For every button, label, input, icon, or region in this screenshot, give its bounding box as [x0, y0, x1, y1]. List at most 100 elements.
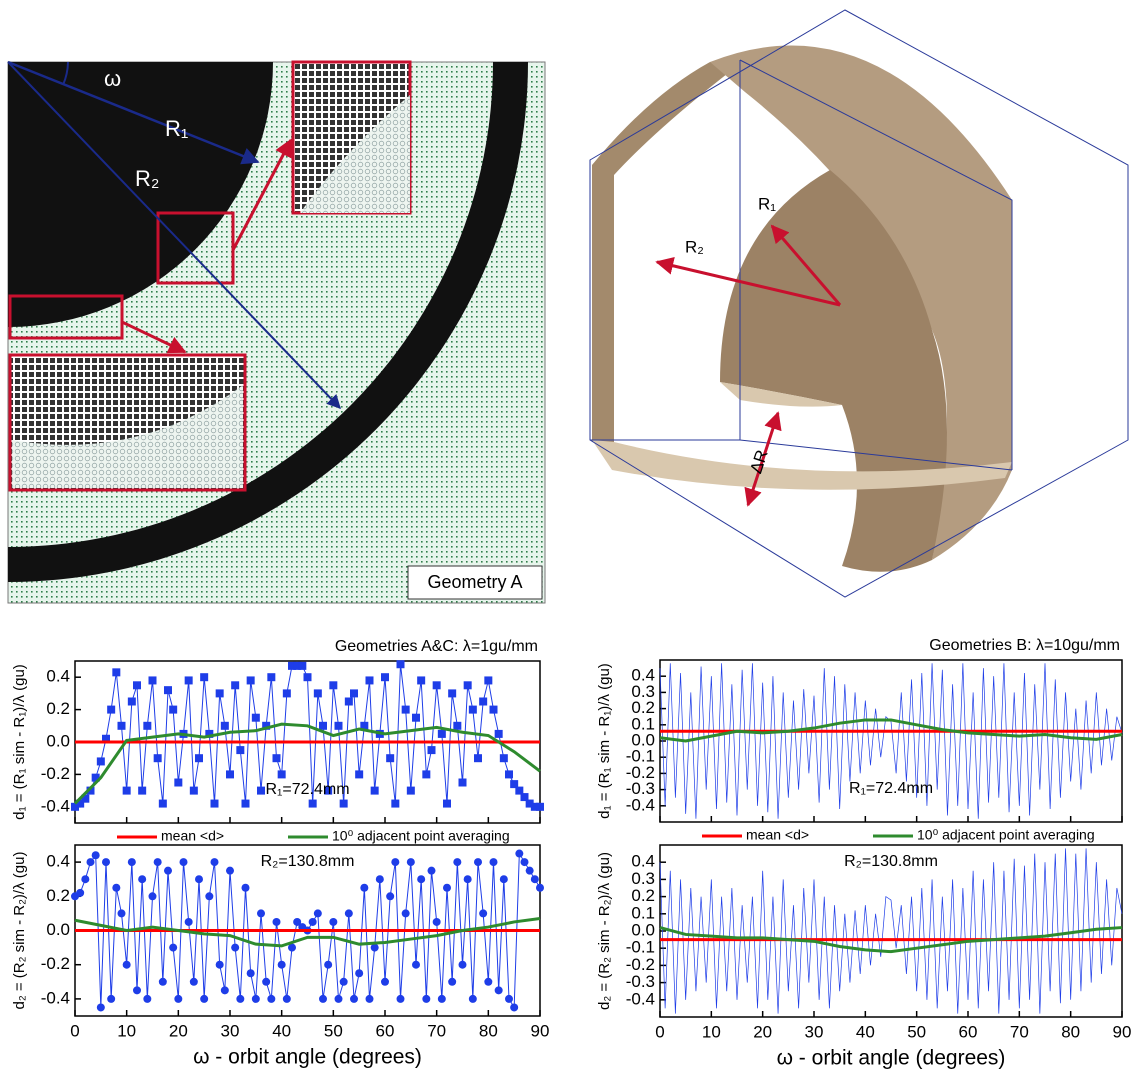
legend: mean <d> 10⁰ adjacent point averaging — [117, 828, 510, 844]
annotation: R₂=130.8mm — [844, 853, 938, 870]
data-point — [340, 978, 348, 986]
data-point — [500, 875, 508, 883]
data-point — [397, 660, 405, 668]
y-tick-label: 0.2 — [46, 699, 70, 718]
data-point — [211, 858, 219, 866]
data-point — [428, 746, 436, 754]
data-point — [453, 858, 461, 866]
data-line — [660, 848, 1122, 1013]
data-point — [247, 969, 255, 977]
x-tick-label: 70 — [427, 1021, 446, 1040]
data-point — [283, 995, 291, 1003]
y-tick-label: -0.2 — [41, 954, 70, 973]
data-point — [402, 909, 410, 917]
data-point — [159, 800, 167, 808]
chart-title: Geometries B: λ=10gu/mm — [929, 637, 1120, 654]
data-point — [484, 676, 492, 684]
legend-label: 10⁰ adjacent point averaging — [917, 827, 1095, 843]
data-point — [360, 884, 368, 892]
data-point — [143, 995, 151, 1003]
data-point — [495, 986, 503, 994]
data-point — [81, 875, 89, 883]
data-point — [371, 787, 379, 795]
data-point — [376, 875, 384, 883]
data-point — [469, 706, 477, 714]
y-tick-label: 0.4 — [46, 852, 70, 871]
data-point — [304, 673, 312, 681]
data-point — [490, 858, 498, 866]
data-point — [102, 858, 110, 866]
data-point — [386, 754, 394, 762]
chart-title: Geometries A&C: λ=1gu/mm — [335, 638, 538, 655]
data-point — [221, 722, 229, 730]
x-tick-label: 0 — [655, 1022, 664, 1041]
data-point — [118, 722, 126, 730]
data-point — [159, 978, 167, 986]
data-point — [417, 676, 425, 684]
data-point — [319, 722, 327, 730]
data-point — [505, 995, 513, 1003]
data-point — [412, 714, 420, 722]
x-tick-label: 80 — [479, 1021, 498, 1040]
y-axis-label: d₂ = (R₂ sim - R₂)/λ (gu) — [11, 852, 28, 1010]
data-point — [236, 995, 244, 1003]
data-point — [257, 787, 265, 795]
data-point — [226, 770, 234, 778]
x-tick-label: 20 — [753, 1022, 772, 1041]
data-point — [479, 698, 487, 706]
data-point — [314, 909, 322, 917]
y-tick-label: 0.2 — [631, 698, 655, 717]
data-point — [216, 961, 224, 969]
y-tick-label: 0.4 — [46, 667, 70, 686]
annotation: R₁=72.4mm — [849, 780, 933, 797]
x-tick-label: 30 — [221, 1021, 240, 1040]
data-point — [412, 961, 420, 969]
x-tick-label: 40 — [856, 1022, 875, 1041]
data-point — [366, 995, 374, 1003]
caption: Geometry A — [427, 572, 522, 592]
data-point — [231, 944, 239, 952]
y-tick-label: -0.4 — [626, 989, 655, 1008]
y-tick-label: -0.3 — [626, 972, 655, 991]
data-point — [76, 889, 84, 897]
data-point — [484, 978, 492, 986]
data-point — [453, 722, 461, 730]
y-tick-label: 0.0 — [631, 920, 655, 939]
data-point — [174, 779, 182, 787]
legend-label: mean <d> — [161, 828, 224, 844]
data-point — [381, 673, 389, 681]
x-tick-label: 30 — [805, 1022, 824, 1041]
y-axis-label: d₂ = (R₂ sim - R₂)/λ (gu) — [596, 852, 613, 1010]
data-point — [273, 918, 281, 926]
data-point — [340, 800, 348, 808]
data-point — [495, 730, 503, 738]
data-point — [97, 1003, 105, 1011]
r1-label: R₁ — [165, 116, 188, 141]
data-point — [242, 800, 250, 808]
x-tick-label: 80 — [1061, 1022, 1080, 1041]
data-point — [490, 706, 498, 714]
data-point — [469, 995, 477, 1003]
x-tick-label: 90 — [1113, 1022, 1132, 1041]
annotation: R₁=72.4mm — [265, 781, 349, 798]
data-point — [247, 676, 255, 684]
data-point — [386, 892, 394, 900]
y-tick-label: -0.4 — [41, 796, 70, 815]
data-point — [474, 858, 482, 866]
data-point — [138, 787, 146, 795]
y-tick-label: -0.3 — [626, 779, 655, 798]
y-tick-label: 0.1 — [631, 714, 655, 733]
x-tick-label: 0 — [70, 1021, 79, 1040]
legend-label: 10⁰ adjacent point averaging — [332, 828, 510, 844]
data-point — [397, 995, 405, 1003]
x-tick-label: 50 — [907, 1022, 926, 1041]
y-axis-label: d₁ = (R₁ sim - R₁)/λ (gu) — [596, 663, 613, 819]
data-point — [107, 706, 115, 714]
data-point — [536, 884, 544, 892]
y-tick-label: 0.0 — [631, 730, 655, 749]
geometry-b: R₁ R₂ ΔR — [590, 10, 1128, 597]
data-point — [169, 706, 177, 714]
data-point — [174, 995, 182, 1003]
data-point — [309, 800, 317, 808]
data-point — [211, 800, 219, 808]
